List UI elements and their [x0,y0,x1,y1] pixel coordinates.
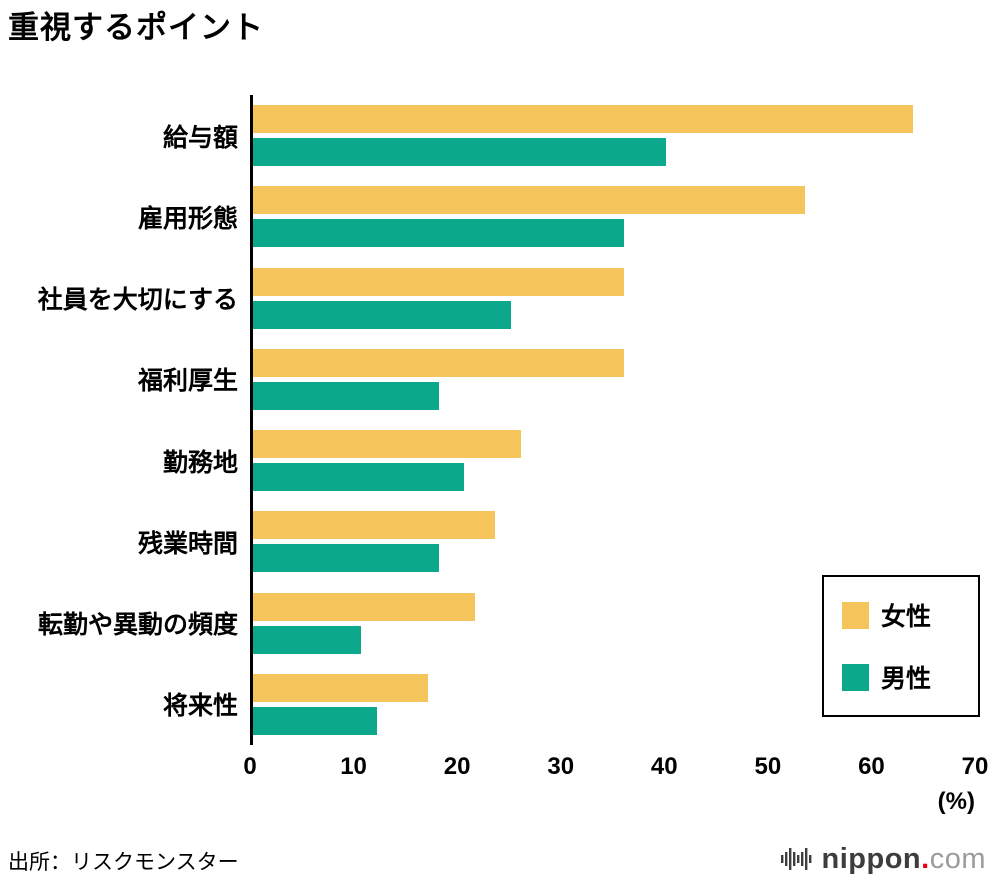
bar-pair [250,176,975,258]
x-tick-label: 70 [961,753,989,780]
bar-male [253,138,666,167]
nippon-logo-text: nippon.com [822,843,987,876]
bar-pair [250,420,975,502]
category-group: 福利厚生 [0,338,975,420]
bar-female [253,673,429,702]
bar-rows: 給与額雇用形態社員を大切にする福利厚生勤務地残業時間転勤や異動の頻度将来性 [0,95,975,745]
category-group: 雇用形態 [0,176,975,258]
bar-male [253,463,465,492]
x-axis-unit-label: (%) [937,788,975,815]
category-label: 福利厚生 [137,367,238,396]
x-tick-label: 50 [754,753,782,780]
bar-male [253,300,511,329]
category-label: 将来性 [162,692,238,721]
bar-pair [250,663,975,745]
category-group: 転勤や異動の頻度 [0,582,975,664]
legend-label-female: 女性 [881,603,932,631]
category-label: 勤務地 [162,448,238,477]
bar-female [253,592,475,621]
bar-male [253,219,625,248]
category-group: 社員を大切にする [0,257,975,339]
bar-pair [250,257,975,339]
bar-female [253,105,914,134]
category-label: 転勤や異動の頻度 [37,611,238,640]
logo-word-nippon: nippon [821,842,922,875]
bar-female [253,430,522,459]
category-group: 将来性 [0,663,975,745]
category-group: 勤務地 [0,420,975,502]
bar-male [253,706,377,735]
male-color-swatch [842,663,869,691]
source-credit: 出所：リスクモンスター [8,851,239,874]
logo-dot: . [921,842,930,875]
bar-chart-plot-area: 給与額雇用形態社員を大切にする福利厚生勤務地残業時間転勤や異動の頻度将来性 [0,95,975,745]
category-group: 残業時間 [0,501,975,583]
legend-item-female: 女性 [842,597,960,633]
bar-male [253,625,362,654]
x-tick-label: 30 [547,753,575,780]
category-label: 給与額 [162,123,238,152]
bar-female [253,186,805,215]
nippon-logo: nippon.com [780,842,987,876]
x-tick-label: 10 [340,753,367,780]
bar-pair [250,338,975,420]
chart-title: 重視するポイント [8,10,264,45]
bar-female [253,511,496,540]
bar-female [253,267,625,296]
bar-pair [250,95,975,177]
nippon-logo-icon [780,848,811,870]
category-group: 給与額 [0,95,975,177]
category-label: 残業時間 [137,529,238,558]
bar-female [253,348,625,377]
x-tick-label: 60 [858,753,885,780]
x-tick-label: 20 [443,753,471,780]
category-label: 社員を大切にする [37,286,238,315]
x-tick-label: 0 [243,753,257,780]
bar-male [253,381,439,410]
chart-legend: 女性 男性 [822,575,980,717]
logo-word-com: com [929,842,986,875]
legend-item-male: 男性 [842,659,960,695]
bar-male [253,544,439,573]
bar-pair [250,582,975,664]
category-label: 雇用形態 [137,204,238,233]
female-color-swatch [842,601,869,629]
x-tick-label: 40 [650,753,678,780]
legend-label-male: 男性 [881,665,932,693]
bar-pair [250,501,975,583]
x-axis-ticks: 0 10 20 30 40 50 60 70 [243,753,988,783]
